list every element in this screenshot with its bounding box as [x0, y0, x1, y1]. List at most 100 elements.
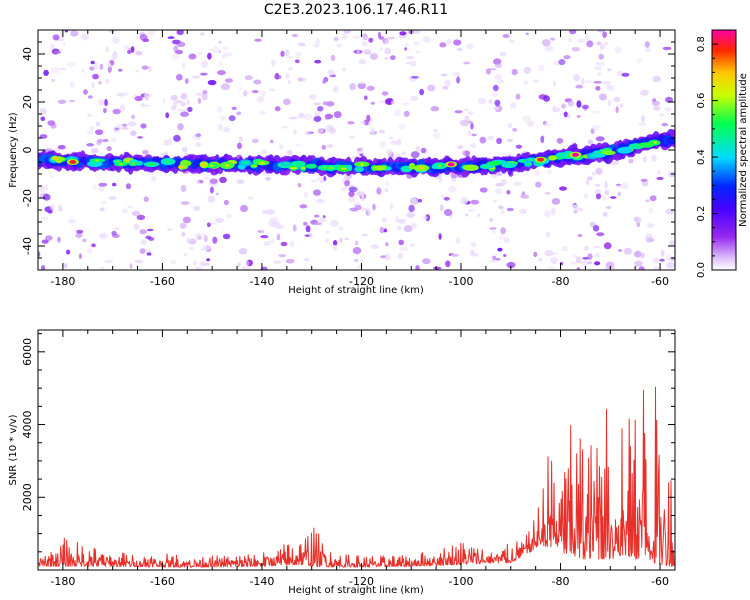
noise-speckle — [254, 38, 262, 42]
noise-speckle — [340, 187, 349, 192]
ridge-blob — [431, 165, 439, 169]
noise-speckle — [595, 85, 601, 91]
noise-speckle — [69, 99, 75, 103]
ridge-blob — [372, 165, 387, 171]
noise-speckle — [659, 258, 665, 262]
noise-speckle — [641, 115, 646, 123]
noise-speckle — [464, 115, 470, 119]
noise-speckle — [422, 258, 431, 265]
spectrogram-axes: -180 -160 -140 -120 -100 -80 -60 -40 -20 0 20 40 — [21, 29, 675, 288]
noise-speckle — [592, 245, 601, 249]
noise-speckle — [500, 227, 506, 235]
noise-speckle — [238, 136, 243, 142]
colorbar-segment — [712, 218, 736, 221]
noise-speckle — [45, 235, 53, 241]
snr-y-tick-label: 2000 — [21, 483, 34, 511]
noise-speckle — [203, 176, 210, 180]
noise-speckle — [104, 78, 110, 84]
noise-speckle — [591, 110, 600, 114]
noise-speckle — [372, 203, 376, 211]
noise-speckle — [638, 122, 647, 126]
ridge-blob — [305, 163, 317, 169]
noise-speckle — [356, 191, 365, 196]
noise-speckle — [463, 61, 471, 65]
noise-speckle — [146, 252, 152, 256]
noise-speckle — [410, 151, 420, 159]
noise-speckle — [457, 145, 464, 150]
noise-speckle — [509, 39, 515, 44]
noise-speckle — [137, 136, 143, 139]
spectrogram-y-tick-label: 40 — [21, 47, 34, 61]
ridge-blob-inner — [360, 163, 364, 166]
noise-speckle — [96, 140, 102, 146]
noise-speckle — [405, 61, 412, 65]
noise-speckle — [410, 95, 418, 102]
noise-speckle — [443, 208, 453, 217]
colorbar-label: Normalized spectral amplitude — [738, 73, 749, 227]
noise-speckle — [139, 34, 148, 41]
noise-speckle — [594, 252, 600, 258]
noise-speckle — [228, 115, 236, 122]
noise-speckle — [587, 139, 594, 145]
noise-speckle — [576, 267, 580, 270]
noise-speckle — [64, 30, 69, 33]
noise-speckle — [651, 155, 657, 162]
ridge-blob-inner — [525, 162, 532, 166]
noise-speckle — [175, 74, 183, 81]
noise-speckle — [422, 36, 432, 43]
noise-speckle — [603, 242, 612, 250]
noise-speckle — [491, 228, 496, 234]
noise-speckle — [558, 59, 566, 66]
ridge-blob — [463, 164, 479, 171]
noise-speckle — [304, 191, 308, 198]
noise-speckle — [207, 52, 212, 60]
noise-speckle — [430, 106, 440, 112]
noise-speckle — [634, 250, 642, 258]
noise-speckle — [244, 75, 253, 81]
noise-speckle — [41, 216, 49, 220]
noise-speckle — [523, 80, 529, 85]
noise-speckle — [215, 217, 224, 223]
noise-speckle — [645, 235, 654, 243]
spectrogram-x-tick-label: -140 — [249, 275, 274, 288]
noise-speckle — [67, 61, 76, 68]
noise-speckle — [466, 43, 474, 50]
noise-speckle — [261, 229, 265, 234]
noise-speckle — [666, 254, 672, 261]
noise-speckle — [576, 115, 581, 118]
noise-speckle — [122, 45, 130, 51]
colorbar-segment — [712, 70, 736, 73]
noise-speckle — [252, 138, 259, 143]
ridge-blob-inner — [131, 162, 135, 165]
noise-speckle — [570, 261, 579, 265]
ridge-blob-inner — [147, 163, 156, 166]
noise-speckle — [543, 123, 552, 127]
noise-speckle — [439, 204, 444, 212]
colorbar-segment — [712, 196, 736, 199]
noise-speckle — [86, 131, 94, 135]
noise-speckle — [66, 249, 71, 255]
noise-speckle — [561, 103, 566, 109]
noise-speckle — [288, 116, 298, 120]
noise-speckle — [309, 232, 313, 238]
noise-speckle — [391, 100, 396, 105]
noise-speckle — [551, 198, 561, 205]
noise-speckle — [338, 226, 344, 231]
colorbar-segment — [712, 110, 736, 113]
colorbar-segment — [712, 250, 736, 253]
noise-speckle — [310, 179, 318, 183]
noise-speckle — [399, 246, 409, 252]
colorbar-segment — [712, 116, 736, 119]
colorbar-segment — [712, 140, 736, 143]
noise-speckle — [573, 74, 581, 82]
colorbar-segment — [712, 162, 736, 165]
noise-speckle — [182, 146, 188, 153]
noise-speckle — [602, 194, 606, 202]
noise-speckle — [367, 209, 371, 215]
noise-speckle — [594, 184, 601, 187]
snr-x-tick-label: -120 — [349, 575, 374, 588]
ridge-blob-inner — [653, 141, 658, 144]
noise-speckle — [420, 147, 427, 154]
noise-speckle — [274, 74, 282, 80]
noise-speckle — [348, 186, 358, 193]
